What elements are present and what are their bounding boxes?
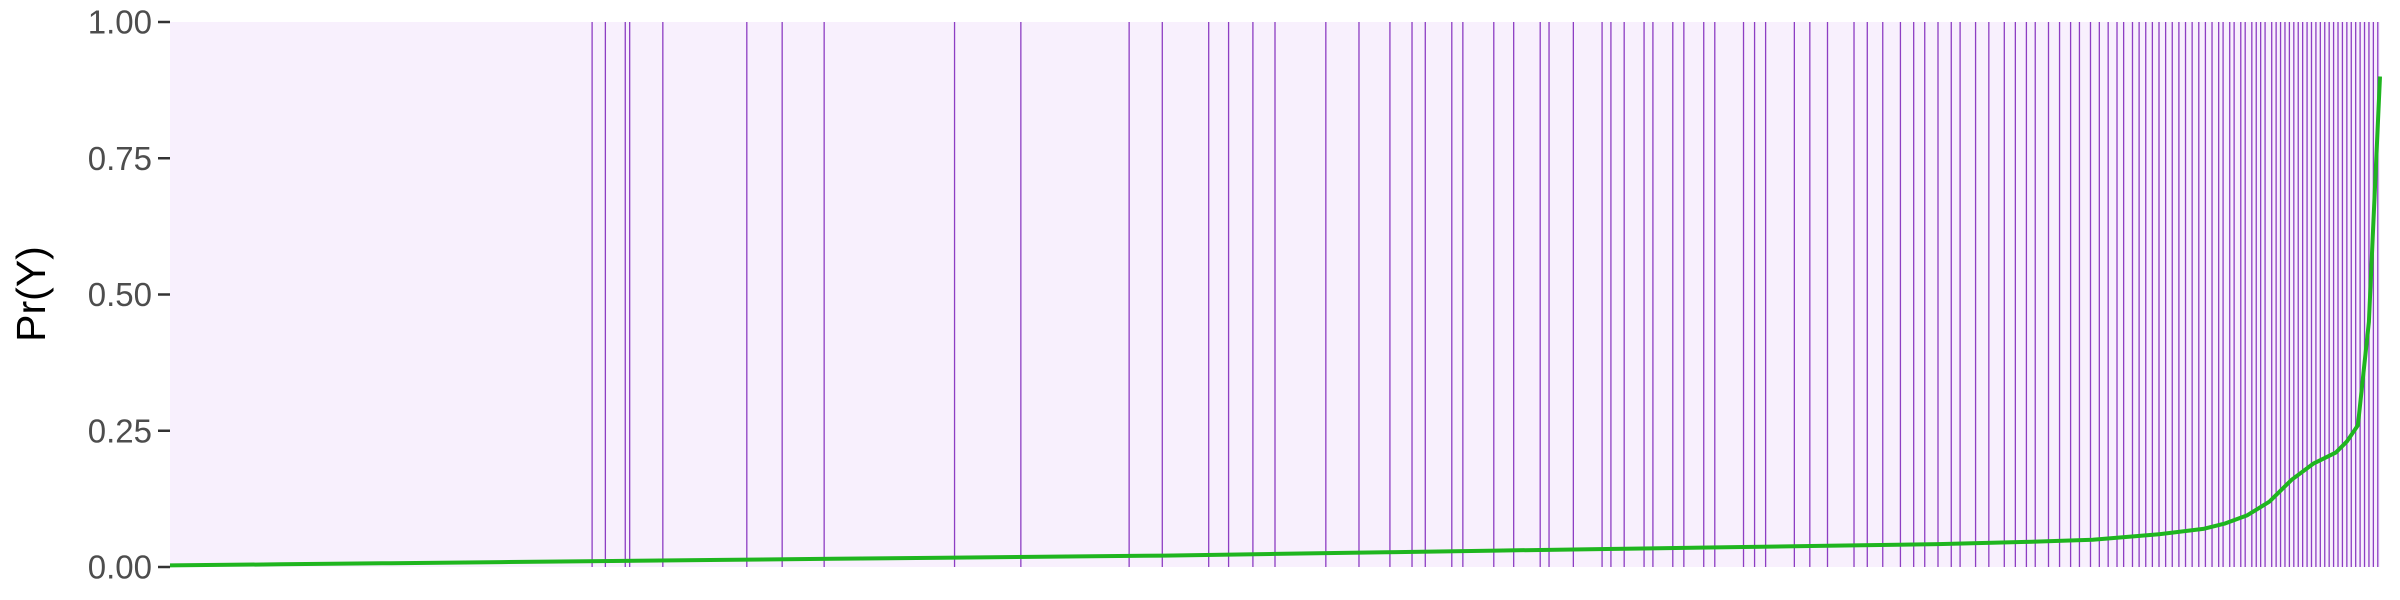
y-tick-label: 0.25	[88, 412, 152, 449]
probability-curve	[169, 76, 2382, 568]
y-tick-label: 0.75	[88, 140, 152, 177]
y-tick-label: 1.00	[88, 4, 152, 41]
y-tick-label: 0.00	[88, 549, 152, 586]
event-lines	[591, 22, 2379, 567]
y-tick-label: 0.50	[88, 276, 152, 313]
y-axis-title: Pr(Y)	[8, 246, 54, 342]
y-axis: 0.00 0.25 0.50 0.75 1.00	[88, 4, 170, 586]
